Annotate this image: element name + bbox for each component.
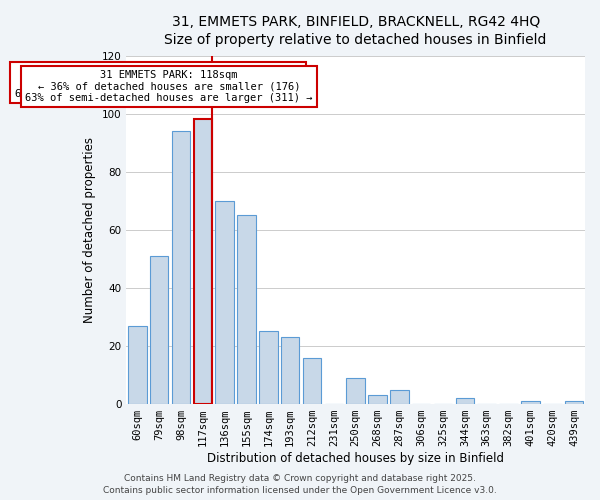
Bar xyxy=(215,200,234,404)
Bar xyxy=(259,332,278,404)
X-axis label: Distribution of detached houses by size in Binfield: Distribution of detached houses by size … xyxy=(207,452,504,465)
Bar xyxy=(346,378,365,404)
Bar xyxy=(565,401,583,404)
Text: 31 EMMETS PARK: 118sqm
← 36% of detached houses are smaller (176)
63% of semi-de: 31 EMMETS PARK: 118sqm ← 36% of detached… xyxy=(14,66,302,99)
Bar xyxy=(237,216,256,404)
Bar xyxy=(303,358,321,404)
Bar xyxy=(281,338,299,404)
Bar xyxy=(150,256,169,404)
Bar xyxy=(128,326,146,404)
Text: 31 EMMETS PARK: 118sqm
← 36% of detached houses are smaller (176)
63% of semi-de: 31 EMMETS PARK: 118sqm ← 36% of detached… xyxy=(25,70,313,103)
Bar xyxy=(390,390,409,404)
Y-axis label: Number of detached properties: Number of detached properties xyxy=(83,137,96,323)
Bar xyxy=(368,396,387,404)
Title: 31, EMMETS PARK, BINFIELD, BRACKNELL, RG42 4HQ
Size of property relative to deta: 31, EMMETS PARK, BINFIELD, BRACKNELL, RG… xyxy=(164,15,547,48)
Bar xyxy=(172,131,190,404)
Bar xyxy=(194,120,212,404)
Bar xyxy=(521,401,539,404)
Bar xyxy=(455,398,474,404)
Text: Contains HM Land Registry data © Crown copyright and database right 2025.
Contai: Contains HM Land Registry data © Crown c… xyxy=(103,474,497,495)
